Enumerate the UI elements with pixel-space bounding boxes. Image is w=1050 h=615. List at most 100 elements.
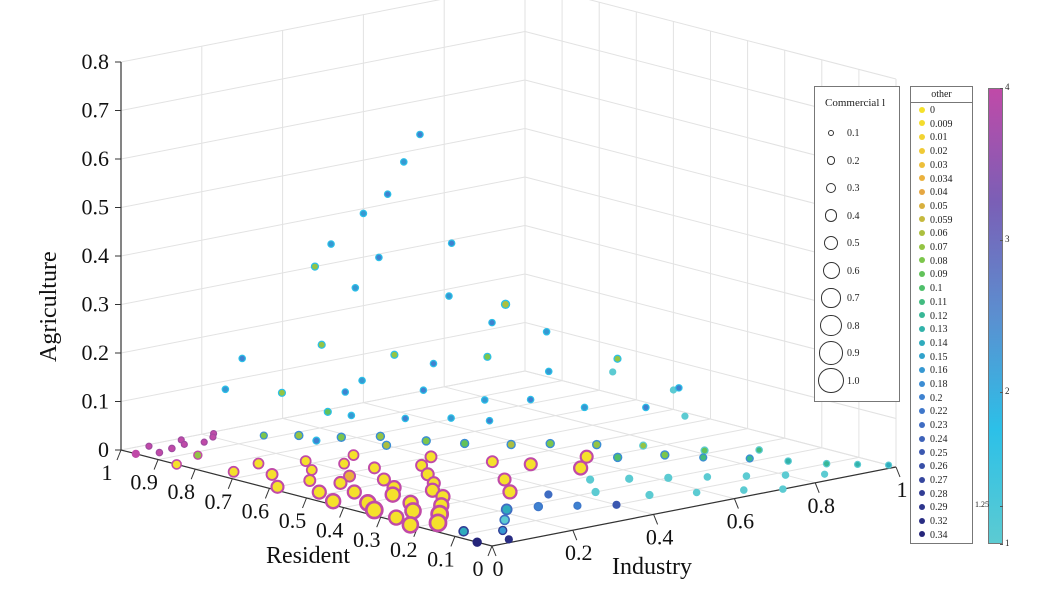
size-legend-circle bbox=[825, 182, 837, 194]
colorbar-tick-label: 4 bbox=[1005, 82, 1010, 92]
colorbar-tick-label: 3 bbox=[1005, 234, 1010, 244]
size-legend-item: 0.1 bbox=[815, 125, 901, 143]
x-axis-tick bbox=[814, 482, 820, 493]
size-legend-circle bbox=[819, 341, 843, 365]
scatter-point bbox=[387, 509, 405, 526]
scatter-point bbox=[781, 471, 790, 479]
size-legend-item: 0.2 bbox=[815, 153, 901, 171]
scatter-point bbox=[579, 449, 594, 464]
color-legend-marker bbox=[919, 394, 925, 401]
size-legend-circle bbox=[822, 262, 840, 279]
scatter-point bbox=[338, 457, 350, 470]
color-legend: other 0 0.009 0.01 0.02 0.03 0.034 0.04 0.05 0.0… bbox=[910, 86, 973, 544]
scatter-point bbox=[336, 432, 346, 442]
scatter-point bbox=[367, 461, 381, 475]
y-tick-label: 0.3 bbox=[353, 527, 381, 552]
scatter-point bbox=[480, 396, 489, 404]
scatter-point bbox=[700, 446, 709, 455]
colorbar-tick bbox=[1000, 240, 1003, 241]
back-wall-grid-line bbox=[120, 322, 526, 402]
scatter-point bbox=[343, 469, 357, 483]
color-legend-label: 0.26 bbox=[930, 461, 948, 473]
scatter-point bbox=[497, 472, 512, 487]
scatter-point bbox=[375, 431, 386, 442]
colorbar-tick bbox=[1000, 506, 1003, 507]
scatter-point bbox=[660, 450, 670, 460]
scatter-point bbox=[277, 388, 287, 397]
scatter-point bbox=[303, 474, 317, 487]
color-legend-item: 0.034 bbox=[919, 174, 953, 185]
y-tick-label: 0.4 bbox=[316, 518, 344, 543]
floor-grid-line bbox=[195, 389, 600, 470]
scatter-point bbox=[692, 488, 701, 497]
color-legend-marker bbox=[919, 421, 925, 428]
scatter-point bbox=[145, 442, 153, 450]
scatter-point bbox=[238, 354, 247, 363]
scatter-point bbox=[472, 537, 482, 547]
size-legend-label: 0.8 bbox=[847, 320, 860, 332]
color-legend-label: 0.1 bbox=[930, 283, 943, 295]
size-legend-circle bbox=[823, 235, 839, 251]
scatter-point bbox=[390, 350, 399, 359]
floor-grid-line bbox=[269, 408, 674, 489]
scatter-point bbox=[500, 299, 511, 310]
y-axis-tick bbox=[116, 449, 122, 461]
back-wall-grid-line bbox=[120, 31, 526, 111]
color-legend-marker bbox=[919, 120, 925, 127]
size-legend-item: 0.7 bbox=[815, 288, 901, 308]
back-wall-grid-line bbox=[120, 0, 441, 63]
scatter-point bbox=[784, 457, 792, 465]
scatter-point bbox=[404, 502, 422, 520]
scatter-point bbox=[500, 503, 513, 516]
color-legend-item: 0.08 bbox=[919, 256, 948, 267]
scatter-point bbox=[200, 438, 208, 446]
y-axis-tick bbox=[153, 459, 159, 470]
scatter-point bbox=[327, 240, 335, 248]
color-legend-marker bbox=[919, 175, 925, 182]
color-legend-label: 0.14 bbox=[930, 337, 948, 349]
scatter-point bbox=[745, 454, 754, 463]
color-legend-label: 0.34 bbox=[930, 529, 948, 541]
floor-grid-line bbox=[417, 447, 822, 528]
color-legend-label: 0.28 bbox=[930, 488, 948, 500]
scatter-point bbox=[193, 450, 203, 460]
scatter-point bbox=[416, 130, 424, 139]
size-legend-label: 0.7 bbox=[847, 293, 860, 304]
scatter-point bbox=[681, 412, 689, 420]
color-legend-item: 0.059 bbox=[919, 215, 953, 226]
size-legend-item: 0.8 bbox=[815, 314, 901, 337]
size-legend-circle bbox=[824, 209, 838, 222]
color-legend-label: 0.009 bbox=[930, 118, 953, 130]
y-axis-tick bbox=[339, 507, 345, 518]
color-legend-item: 0.26 bbox=[919, 462, 948, 472]
scatter-point bbox=[429, 359, 438, 368]
scatter-point bbox=[755, 446, 763, 454]
color-legend-label: 0.25 bbox=[930, 447, 948, 459]
scatter-point bbox=[523, 457, 538, 472]
scatter-point bbox=[573, 501, 582, 510]
color-legend-label: 0.22 bbox=[930, 406, 948, 418]
scatter-point bbox=[504, 535, 513, 544]
color-legend-label: 0.2 bbox=[930, 392, 943, 404]
color-legend-marker bbox=[919, 476, 925, 483]
size-legend-label: 0.3 bbox=[847, 183, 860, 194]
color-legend-marker bbox=[919, 353, 925, 360]
scatter-point bbox=[381, 440, 392, 450]
x-axis-tick bbox=[653, 514, 659, 525]
scatter-point bbox=[312, 436, 321, 445]
color-legend-item: 0.2 bbox=[919, 392, 943, 404]
z-tick-label: 0.6 bbox=[82, 146, 110, 171]
scatter-point bbox=[742, 472, 751, 480]
scatter-point bbox=[221, 385, 230, 394]
scatter-point bbox=[612, 452, 623, 463]
scatter-point bbox=[155, 448, 164, 457]
scatter-point bbox=[346, 484, 362, 500]
color-legend-marker bbox=[919, 490, 925, 497]
scatter-point bbox=[699, 453, 708, 462]
scatter-point bbox=[609, 368, 617, 376]
scatter-point bbox=[305, 464, 318, 476]
scatter-point bbox=[502, 484, 518, 500]
color-legend-item: 0.05 bbox=[919, 201, 948, 212]
scatter-point bbox=[376, 472, 391, 487]
